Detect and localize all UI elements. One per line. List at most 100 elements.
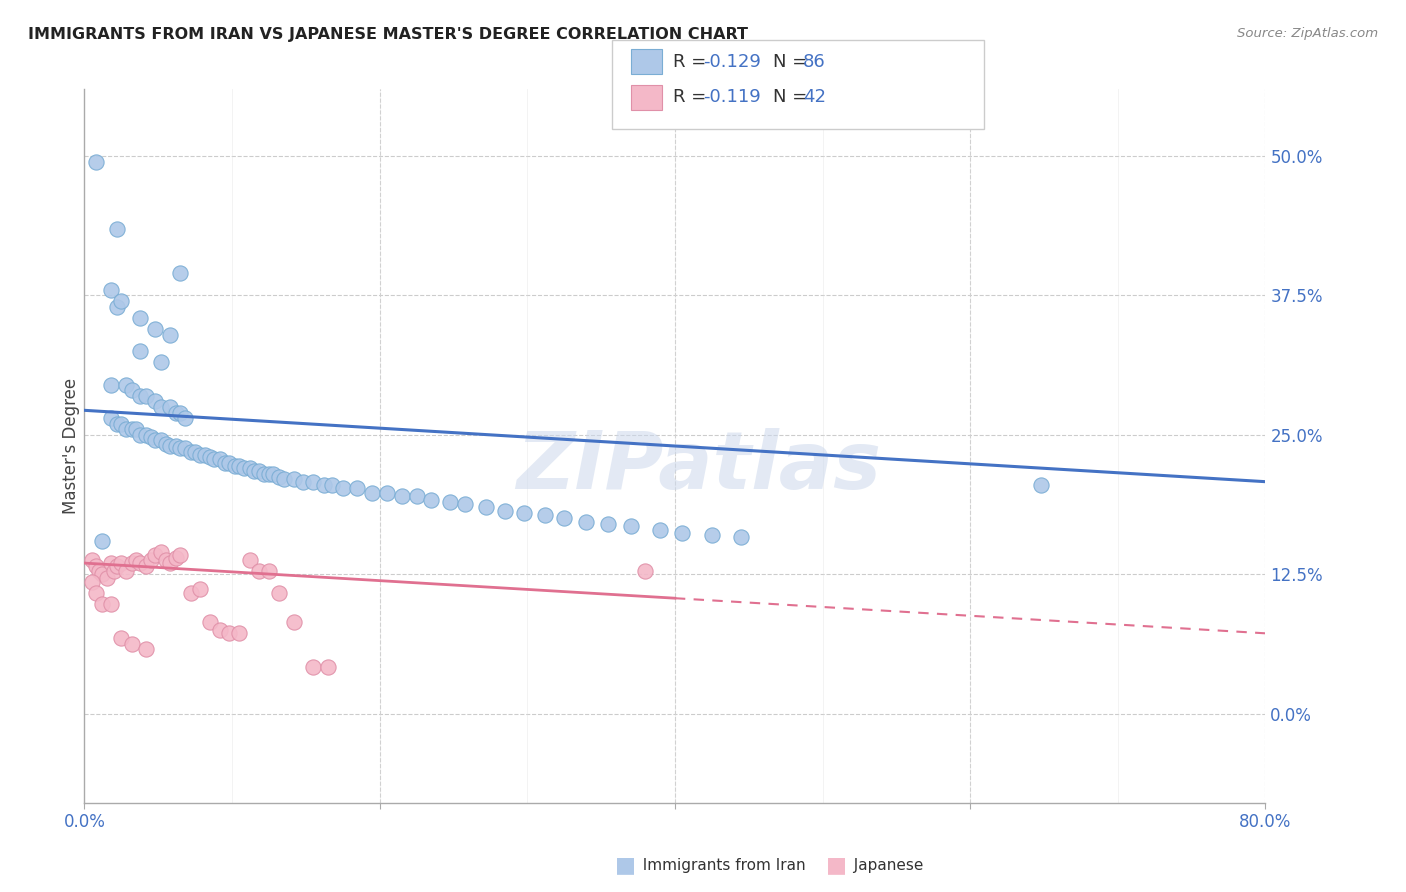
Point bbox=[100, 598, 122, 612]
Point bbox=[218, 456, 240, 470]
Point bbox=[150, 545, 173, 559]
Point bbox=[361, 485, 384, 500]
Point bbox=[243, 464, 266, 478]
Point bbox=[198, 450, 221, 464]
Point bbox=[84, 559, 107, 574]
Point bbox=[269, 470, 291, 484]
Point bbox=[1029, 478, 1052, 492]
Point bbox=[198, 615, 221, 630]
Point bbox=[150, 400, 173, 414]
Point bbox=[129, 389, 152, 403]
Text: ■: ■ bbox=[616, 855, 636, 875]
Point bbox=[239, 461, 262, 475]
Point bbox=[80, 552, 103, 567]
Point bbox=[218, 626, 240, 640]
Point bbox=[105, 221, 128, 235]
Point bbox=[224, 458, 246, 473]
Point bbox=[269, 586, 291, 600]
Point bbox=[159, 400, 181, 414]
Point bbox=[121, 637, 143, 651]
Text: N =: N = bbox=[773, 53, 813, 70]
Text: IMMIGRANTS FROM IRAN VS JAPANESE MASTER'S DEGREE CORRELATION CHART: IMMIGRANTS FROM IRAN VS JAPANESE MASTER'… bbox=[28, 27, 748, 42]
Point bbox=[91, 598, 114, 612]
Point bbox=[247, 464, 270, 478]
Text: N =: N = bbox=[773, 88, 813, 106]
Text: Immigrants from Iran: Immigrants from Iran bbox=[633, 858, 806, 872]
Point bbox=[302, 660, 325, 674]
Point bbox=[332, 482, 354, 496]
Point bbox=[209, 452, 232, 467]
Point bbox=[671, 526, 693, 541]
Text: ZIPatlas: ZIPatlas bbox=[516, 428, 882, 507]
Point bbox=[534, 508, 557, 523]
Point bbox=[143, 394, 166, 409]
Point bbox=[553, 511, 575, 525]
Point bbox=[121, 422, 143, 436]
Point bbox=[150, 355, 173, 369]
Point bbox=[180, 444, 202, 458]
Point bbox=[135, 642, 157, 657]
Point bbox=[700, 528, 723, 542]
Point bbox=[103, 564, 125, 578]
Point bbox=[188, 448, 211, 462]
Point bbox=[214, 456, 236, 470]
Point bbox=[405, 489, 427, 503]
Point bbox=[84, 586, 107, 600]
Point bbox=[143, 548, 166, 563]
Point bbox=[253, 467, 276, 481]
Text: 86: 86 bbox=[803, 53, 825, 70]
Text: -0.129: -0.129 bbox=[703, 53, 761, 70]
Point bbox=[321, 478, 343, 492]
Point bbox=[84, 154, 107, 169]
Point bbox=[100, 283, 122, 297]
Point bbox=[110, 417, 132, 431]
Point bbox=[129, 428, 152, 442]
Point bbox=[139, 552, 162, 567]
Point bbox=[105, 417, 128, 431]
Point bbox=[262, 467, 284, 481]
Point bbox=[155, 436, 177, 450]
Point bbox=[283, 615, 305, 630]
Point bbox=[247, 564, 270, 578]
Point bbox=[202, 452, 225, 467]
Point bbox=[228, 458, 250, 473]
Point bbox=[135, 428, 157, 442]
Point bbox=[125, 422, 148, 436]
Point bbox=[239, 552, 262, 567]
Point bbox=[165, 405, 187, 419]
Point bbox=[169, 405, 191, 419]
Point bbox=[180, 586, 202, 600]
Point bbox=[173, 411, 195, 425]
Point bbox=[391, 489, 413, 503]
Point bbox=[143, 434, 166, 448]
Point bbox=[257, 467, 280, 481]
Point bbox=[420, 492, 443, 507]
Point bbox=[184, 444, 207, 458]
Point bbox=[439, 494, 461, 508]
Point bbox=[135, 389, 157, 403]
Point bbox=[228, 626, 250, 640]
Point bbox=[159, 439, 181, 453]
Point bbox=[312, 478, 335, 492]
Point bbox=[96, 571, 118, 585]
Point bbox=[730, 530, 752, 544]
Point bbox=[165, 439, 187, 453]
Text: R =: R = bbox=[673, 88, 713, 106]
Text: 42: 42 bbox=[803, 88, 825, 106]
Point bbox=[100, 411, 122, 425]
Point bbox=[105, 300, 128, 314]
Point bbox=[598, 516, 620, 531]
Point bbox=[273, 473, 295, 487]
Point bbox=[575, 515, 598, 529]
Point bbox=[165, 550, 187, 565]
Point bbox=[169, 442, 191, 455]
Point bbox=[257, 564, 280, 578]
Point bbox=[494, 503, 516, 517]
Point bbox=[150, 434, 173, 448]
Point bbox=[188, 582, 211, 596]
Point bbox=[114, 564, 136, 578]
Point bbox=[173, 442, 195, 455]
Point bbox=[302, 475, 325, 489]
Point bbox=[475, 500, 498, 515]
Point bbox=[634, 564, 657, 578]
